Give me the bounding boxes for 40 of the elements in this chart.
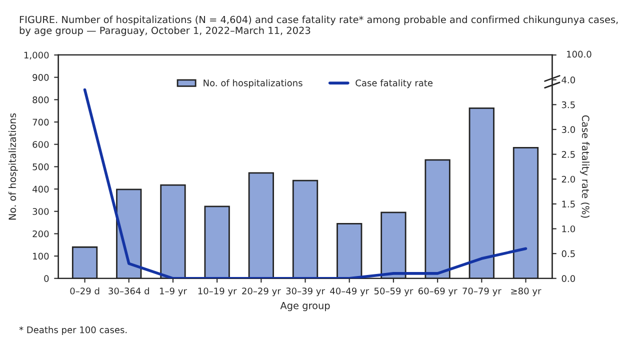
x-tick-label: 1–9 yr — [160, 288, 187, 296]
y-tick-label: 800 — [32, 96, 49, 104]
x-tick-label: 30–39 yr — [286, 288, 325, 296]
y2-tick-label: 0.0 — [562, 275, 575, 282]
y-tick-label: 0 — [44, 275, 49, 282]
y-tick-label: 300 — [32, 208, 49, 215]
y-tick-label: 1,000 — [24, 52, 49, 60]
y2-tick-label: 4.0 — [562, 76, 575, 84]
y2-tick-label: 3.5 — [562, 101, 575, 108]
legend-label: Case fatality rate — [356, 79, 433, 88]
x-tick-label: 60–69 yr — [418, 288, 458, 296]
x-tick-label: ≥80 yr — [511, 288, 542, 296]
y2-tick-label: 2.5 — [562, 151, 575, 158]
y-tick-label: 100 — [33, 252, 49, 260]
text: * Deaths per 100 cases. — [19, 326, 127, 335]
y-tick-label: 900 — [32, 74, 49, 81]
x-tick-label: 50–59 yr — [374, 288, 414, 296]
x-tick-label: 70–79 yr — [462, 288, 502, 296]
y-tick-label: 400 — [32, 186, 49, 193]
x-tick-label: 20–29 yr — [242, 288, 281, 296]
y-tick-label: 500 — [32, 163, 49, 170]
y2-tick-label: 0.5 — [562, 250, 575, 258]
legend-label: No. of hospitalizations — [204, 79, 302, 88]
text: 100.0 — [567, 50, 592, 58]
x-tick-label: 40–49 yr — [330, 288, 370, 296]
y2-axis-title: Case fatality rate (%) — [580, 115, 590, 218]
x-tick-label: 30–364 d — [108, 287, 149, 294]
y-tick-label: 600 — [32, 141, 49, 148]
y2-tick-label: 1.5 — [562, 200, 575, 208]
line-series — [83, 88, 528, 278]
y2-tick-label: 2.0 — [562, 176, 575, 183]
y-axis-title: No. of hospitalizations — [8, 113, 18, 220]
y2-tick-label: 3.0 — [562, 126, 575, 134]
x-axis-title: Age group — [280, 302, 330, 312]
x-tick-label: 0–29 d — [70, 287, 100, 294]
x-tick-label: 10–19 yr — [198, 288, 237, 296]
y2-tick-label: 1.0 — [562, 225, 575, 232]
y-tick-label: 700 — [32, 118, 49, 126]
chart-title: FIGURE. Number of hospitalizations (N = 4,604) and case fatality rate* among probable and confirmed chikungunya cases, by age group — Paraguay, October 1, 2022–March 11, 2023 — [20, 16, 618, 36]
y-tick-label: 200 — [32, 230, 49, 238]
